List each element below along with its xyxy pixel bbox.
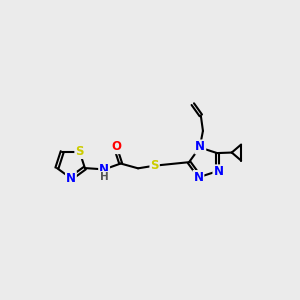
Text: N: N: [195, 140, 205, 153]
Text: S: S: [75, 145, 84, 158]
Text: N: N: [66, 172, 76, 185]
Text: O: O: [111, 140, 121, 153]
Text: H: H: [100, 172, 109, 182]
Text: N: N: [213, 165, 224, 178]
Text: S: S: [150, 159, 159, 172]
Text: N: N: [99, 163, 109, 176]
Text: N: N: [194, 171, 203, 184]
